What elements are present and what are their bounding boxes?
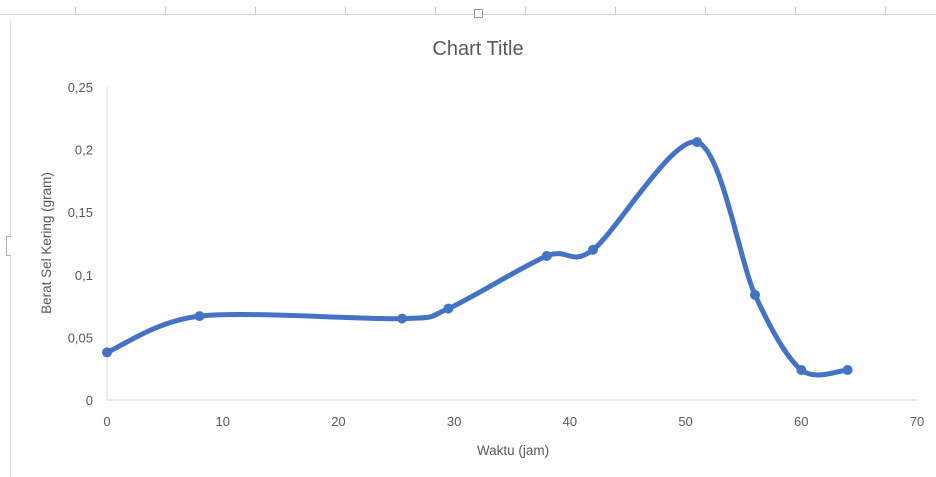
y-tick-label: 0,25 (68, 80, 93, 95)
data-point[interactable] (588, 244, 598, 255)
x-tick-label: 20 (331, 414, 345, 429)
ruler-tick (75, 7, 76, 14)
y-tick-label: 0,2 (75, 143, 93, 158)
y-tick-label: 0,1 (75, 268, 93, 283)
x-tick-label: 40 (563, 414, 577, 429)
chart-title[interactable]: Chart Title (432, 38, 523, 60)
data-point[interactable] (397, 313, 408, 324)
data-point[interactable] (194, 311, 205, 322)
x-axis-title[interactable]: Waktu (jam) (477, 443, 549, 458)
y-tick-label: 0,05 (68, 330, 93, 345)
ruler-tick (345, 7, 346, 14)
series-markers (102, 137, 853, 375)
data-point[interactable] (102, 347, 112, 358)
y-axis-title[interactable]: Berat Sel Kering (gram) (39, 172, 54, 314)
x-tick-label: 60 (794, 414, 808, 429)
chart-resize-handle-top[interactable] (474, 9, 483, 18)
x-tick-label: 50 (678, 414, 692, 429)
x-axis-tick-labels: 0 10 20 30 40 50 60 70 (103, 414, 924, 429)
data-point[interactable] (796, 364, 807, 375)
ruler-tick (705, 7, 706, 14)
data-point[interactable] (692, 137, 703, 148)
y-tick-label: 0 (86, 393, 93, 408)
data-point[interactable] (541, 251, 552, 262)
data-point[interactable] (842, 364, 853, 375)
ruler-tick (885, 7, 886, 14)
ruler-tick (615, 7, 616, 14)
series-line-group (104, 139, 851, 378)
data-point[interactable] (443, 303, 454, 314)
y-tick-label: 0,15 (68, 205, 93, 220)
ruler-tick (435, 7, 436, 14)
x-tick-label: 30 (447, 414, 461, 429)
column-ruler (0, 0, 936, 18)
ruler-tick (165, 7, 166, 14)
ruler-tick (795, 7, 796, 14)
x-tick-label: 70 (910, 414, 924, 429)
chart-resize-handle-left[interactable] (6, 236, 11, 256)
ruler-tick (255, 7, 256, 14)
y-axis-tick-labels: 0 0,05 0,1 0,15 0,2 0,25 (68, 80, 93, 408)
data-point[interactable] (750, 289, 760, 300)
ruler-tick (525, 7, 526, 14)
series-line[interactable] (104, 139, 851, 378)
chart-axes (106, 87, 917, 401)
x-tick-label: 10 (215, 414, 229, 429)
x-tick-label: 0 (103, 414, 110, 429)
